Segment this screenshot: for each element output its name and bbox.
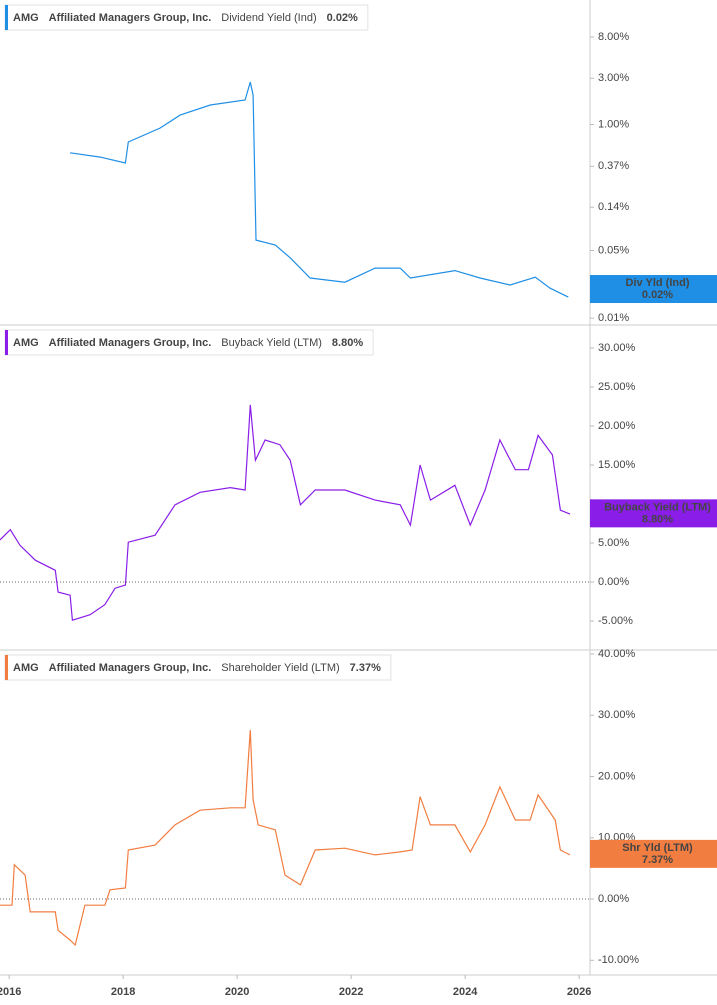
legend-swatch [5, 330, 8, 355]
legend-company: Affiliated Managers Group, Inc. [49, 662, 212, 674]
y-tick-label: 1.00% [598, 118, 629, 130]
y-tick-label: 20.00% [598, 420, 636, 432]
series-line [70, 81, 569, 298]
y-tick-label: 0.01% [598, 312, 629, 324]
legend-box [4, 4, 369, 31]
y-tick-label: 20.00% [598, 770, 636, 782]
legend-series: Dividend Yield (Ind) [221, 12, 316, 24]
latest-value: 8.80% [642, 513, 673, 525]
y-tick-label: 3.00% [598, 72, 629, 84]
latest-box [590, 839, 717, 868]
y-tick-label: -10.00% [598, 954, 639, 966]
legend-swatch [5, 5, 8, 30]
latest-value: 0.02% [642, 289, 673, 301]
legend-ticker: AMG [13, 12, 39, 24]
legend-swatch [5, 655, 8, 680]
x-tick-label: 2016 [0, 986, 21, 998]
y-tick-label: 0.05% [598, 244, 629, 256]
x-tick-label: 2018 [111, 986, 135, 998]
legend-box [4, 329, 374, 356]
legend-value: 0.02% [327, 12, 358, 24]
x-tick-label: 2024 [453, 986, 478, 998]
y-tick-label: 25.00% [598, 381, 636, 393]
legend-value: 8.80% [332, 337, 363, 349]
y-tick-label: 8.00% [598, 31, 629, 43]
legend: AMG Affiliated Managers Group, Inc. Divide… [4, 4, 369, 31]
legend: AMG Affiliated Managers Group, Inc. Shareh… [4, 654, 392, 681]
y-tick-label: 0.37% [598, 160, 629, 172]
x-tick-label: 2026 [567, 986, 591, 998]
legend-value: 7.37% [350, 662, 381, 674]
y-tick-label: -5.00% [598, 615, 633, 627]
latest-value: 7.37% [642, 854, 673, 866]
y-tick-label: 15.00% [598, 459, 636, 471]
y-tick-label: 30.00% [598, 342, 636, 354]
y-tick-label: 40.00% [598, 648, 636, 660]
legend-company: Affiliated Managers Group, Inc. [49, 12, 212, 24]
latest-box [590, 499, 717, 528]
series-line [0, 404, 571, 621]
latest-name: Div Yld (Ind) [626, 277, 690, 289]
legend-ticker: AMG [13, 662, 39, 674]
y-tick-label: 0.00% [598, 576, 629, 588]
latest-name: Shr Yld (LTM) [622, 842, 693, 854]
latest-name: Buyback Yield (LTM) [604, 501, 711, 513]
y-tick-label: 5.00% [598, 537, 629, 549]
legend: AMG Affiliated Managers Group, Inc. Buybac… [4, 329, 374, 356]
y-tick-label: 0.14% [598, 201, 629, 213]
legend-box [4, 654, 392, 681]
series-line [0, 729, 571, 947]
latest-box [590, 275, 717, 304]
legend-series: Buyback Yield (LTM) [221, 337, 322, 349]
legend-company: Affiliated Managers Group, Inc. [49, 337, 212, 349]
legend-ticker: AMG [13, 337, 39, 349]
y-tick-label: 0.00% [598, 893, 629, 905]
legend-series: Shareholder Yield (LTM) [221, 662, 339, 674]
x-tick-label: 2022 [339, 986, 363, 998]
y-tick-label: 30.00% [598, 709, 636, 721]
x-tick-label: 2020 [225, 986, 249, 998]
